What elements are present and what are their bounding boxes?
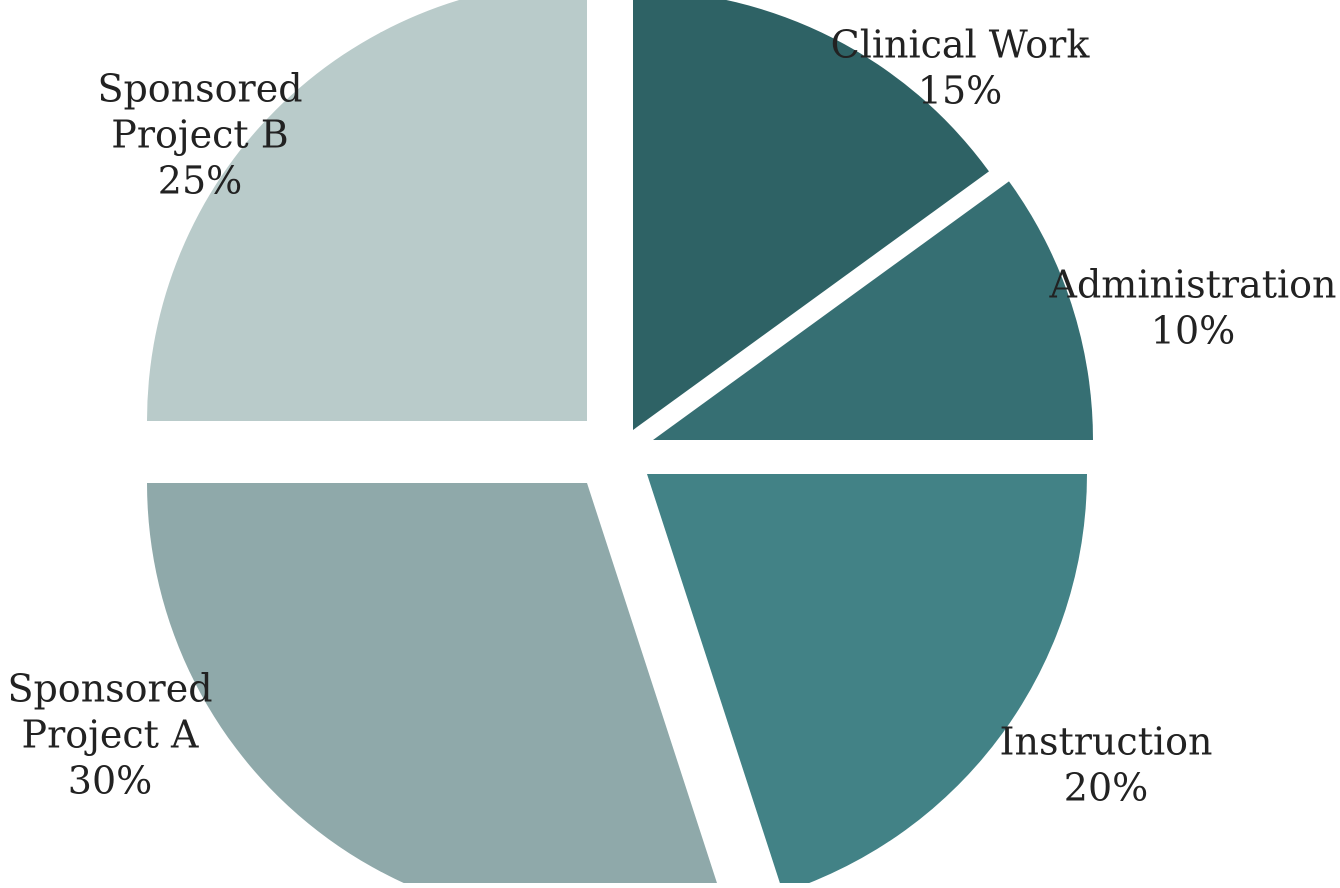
- slice-value-label: 20%: [1064, 766, 1148, 810]
- slice-label: Project B: [111, 113, 288, 157]
- slice-label: Clinical Work: [831, 23, 1091, 67]
- slice-label: Project A: [22, 713, 200, 757]
- slice-label: Sponsored: [97, 67, 302, 111]
- slices-layer: [147, 0, 1094, 888]
- pie-slice-clinical-work: [633, 0, 989, 430]
- pie-slice-sponsored-project-a: [147, 483, 719, 888]
- pie-slice-sponsored-project-b: [147, 0, 587, 421]
- slice-label: Administration: [1049, 263, 1337, 307]
- slice-value-label: 30%: [68, 759, 152, 803]
- pie-slice-instruction: [647, 474, 1087, 888]
- slice-value-label: 10%: [1151, 309, 1235, 353]
- slice-label: Instruction: [1000, 720, 1213, 764]
- pie-slice-administration: [653, 181, 1094, 440]
- slice-value-label: 25%: [158, 159, 242, 203]
- slice-label: Sponsored: [7, 667, 212, 711]
- slice-value-label: 15%: [918, 69, 1002, 113]
